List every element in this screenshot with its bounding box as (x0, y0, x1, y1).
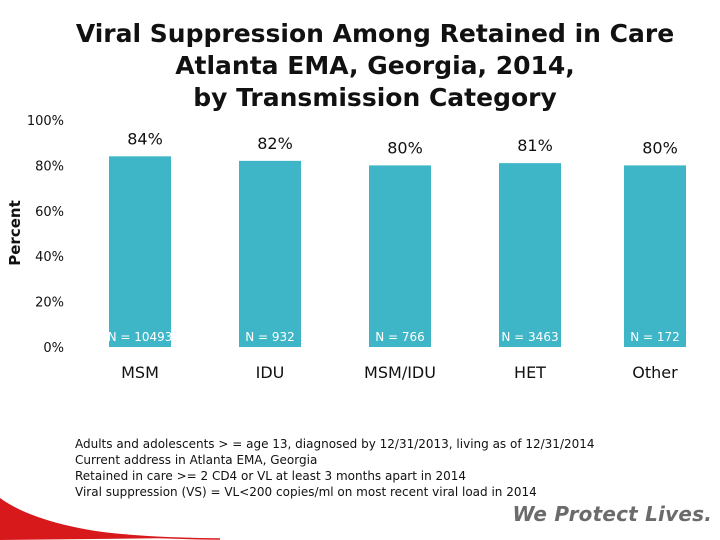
swoosh-curve (0, 498, 180, 540)
y-axis-label: Percent (6, 200, 24, 265)
bar-value-label: 81% (517, 136, 553, 155)
y-tick-label: 0% (43, 341, 64, 356)
bar (624, 165, 686, 347)
bar (239, 160, 301, 347)
y-tick-label: 80% (35, 159, 64, 174)
bar-n-label: N = 172 (630, 330, 680, 344)
footnote-line: Adults and adolescents > = age 13, diagn… (75, 437, 595, 451)
bar-n-label: N = 932 (245, 330, 295, 344)
bar-n-label: N = 10493 (108, 330, 173, 344)
footnote-line: Retained in care >= 2 CD4 or VL at least… (75, 469, 467, 483)
y-tick-label: 20% (35, 296, 64, 311)
bar-n-label: N = 3463 (501, 330, 558, 344)
x-category-label: HET (514, 363, 546, 382)
x-category-label: MSM/IDU (364, 363, 436, 382)
x-category-label: Other (632, 363, 678, 382)
footnotes: Adults and adolescents > = age 13, diagn… (75, 436, 635, 500)
x-category-label: IDU (256, 363, 285, 382)
bar-value-label: 82% (257, 134, 293, 153)
bar (499, 163, 561, 347)
bar-value-label: 80% (387, 138, 423, 157)
bar-value-label: 80% (642, 138, 678, 157)
chart-title: Viral Suppression Among Retained in Care… (75, 18, 675, 114)
bar (109, 156, 171, 347)
bar-n-label: N = 766 (375, 330, 425, 344)
chart-title-line: Viral Suppression Among Retained in Care (75, 19, 675, 48)
brand-swoosh (0, 498, 221, 540)
swoosh-line (0, 505, 221, 540)
y-tick-label: 60% (35, 205, 64, 220)
x-category-label: MSM (121, 363, 159, 382)
tagline: We Protect Lives. (512, 502, 712, 526)
footnote-line: Viral suppression (VS) = VL<200 copies/m… (75, 485, 537, 499)
chart-title-line: Atlanta EMA, Georgia, 2014, (175, 51, 575, 80)
footnote-line: Current address in Atlanta EMA, Georgia (75, 453, 318, 467)
bar-chart: 0% 20% 40% 60% 80% 100% Percent 84% N = 10493 MSM… (6, 114, 686, 382)
bar (369, 165, 431, 347)
y-tick-label: 40% (35, 250, 64, 265)
chart-title-line: by Transmission Category (193, 83, 557, 112)
bar-value-label: 84% (127, 129, 163, 148)
y-tick-label: 100% (27, 114, 64, 129)
